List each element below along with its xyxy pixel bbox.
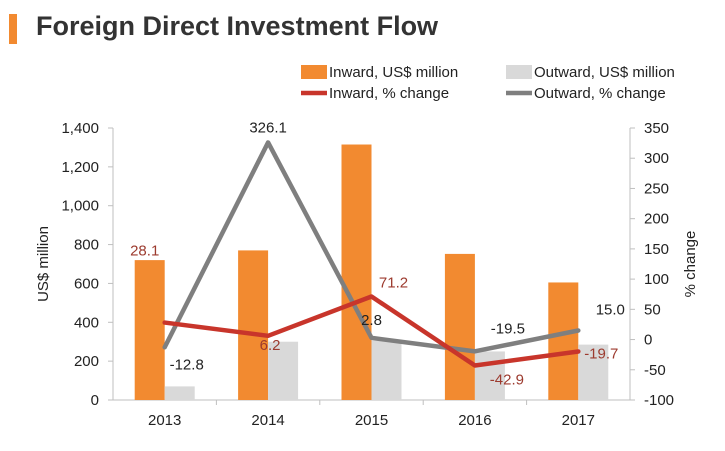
legend-swatch-0 bbox=[301, 65, 327, 79]
label-inward-pct: 28.1 bbox=[130, 243, 159, 260]
y-tick-label: 1,000 bbox=[61, 198, 99, 215]
title-accent-bar bbox=[9, 14, 17, 44]
legend-label-1: Outward, US$ million bbox=[534, 64, 675, 81]
legend-label-3: Outward, % change bbox=[534, 85, 666, 102]
x-tick-label: 2016 bbox=[458, 412, 491, 429]
y2-tick-label: 300 bbox=[644, 150, 669, 167]
bar-inward-2014 bbox=[238, 250, 269, 400]
y-tick-label: 1,200 bbox=[61, 159, 99, 176]
legend: Inward, US$ million Outward, US$ million I… bbox=[301, 64, 675, 102]
y2-tick-label: 150 bbox=[644, 241, 669, 258]
y2-tick-label: -50 bbox=[644, 362, 666, 379]
y-tick-label: 400 bbox=[74, 314, 99, 331]
label-inward-pct: 6.2 bbox=[260, 337, 281, 354]
label-outward-pct: 2.8 bbox=[361, 312, 382, 329]
label-inward-pct: -42.9 bbox=[490, 371, 524, 388]
data-labels: 28.1 6.2 71.2 -42.9 -19.7 -12.8 326.1 2.8 -19.5 1… bbox=[130, 119, 625, 388]
bar-outward-2017 bbox=[578, 344, 609, 400]
line-outward-pct-change bbox=[162, 140, 581, 354]
y-tick-label: 0 bbox=[91, 392, 99, 409]
y2-tick-label: 0 bbox=[644, 332, 652, 349]
label-outward-pct: -19.5 bbox=[491, 320, 525, 337]
bar-outward-2015 bbox=[371, 340, 402, 400]
bar-inward-2013 bbox=[134, 260, 165, 400]
label-outward-pct: 326.1 bbox=[249, 119, 287, 136]
axes: 0 200 400 600 800 1,000 1,200 1,400 -100 -50 0 50 10… bbox=[35, 120, 699, 429]
bars bbox=[134, 144, 609, 400]
line-inward-pct-change bbox=[162, 294, 581, 368]
chart-title: Foreign Direct Investment Flow bbox=[36, 11, 439, 41]
lines bbox=[162, 140, 581, 368]
bar-inward-2017 bbox=[548, 282, 579, 400]
bar-outward-2013 bbox=[164, 386, 195, 400]
y2-tick-label: 200 bbox=[644, 211, 669, 228]
y-axis-title: US$ million bbox=[35, 226, 52, 302]
bar-inward-2016 bbox=[444, 253, 475, 400]
legend-label-0: Inward, US$ million bbox=[329, 64, 458, 81]
x-tick-label: 2013 bbox=[148, 412, 181, 429]
x-tick-label: 2015 bbox=[355, 412, 388, 429]
y2-tick-label: 50 bbox=[644, 301, 661, 318]
y2-tick-label: -100 bbox=[644, 392, 674, 409]
bar-outward-2014 bbox=[268, 341, 299, 400]
legend-label-2: Inward, % change bbox=[329, 85, 449, 102]
y2-tick-label: 250 bbox=[644, 180, 669, 197]
y-tick-label: 800 bbox=[74, 237, 99, 254]
y2-axis-title: % change bbox=[682, 231, 699, 298]
y-tick-label: 200 bbox=[74, 353, 99, 370]
legend-swatch-1 bbox=[506, 65, 532, 79]
y-tick-label: 1,400 bbox=[61, 120, 99, 137]
bar-outward-2016 bbox=[474, 351, 505, 400]
label-outward-pct: -12.8 bbox=[170, 356, 204, 373]
x-tick-label: 2014 bbox=[251, 412, 284, 429]
y-tick-label: 600 bbox=[74, 275, 99, 292]
label-outward-pct: 15.0 bbox=[596, 301, 625, 318]
x-tick-label: 2017 bbox=[562, 412, 595, 429]
y2-tick-label: 350 bbox=[644, 120, 669, 137]
y2-tick-label: 100 bbox=[644, 271, 669, 288]
bar-inward-2015 bbox=[341, 144, 372, 400]
label-inward-pct: -19.7 bbox=[584, 345, 618, 362]
label-inward-pct: 71.2 bbox=[379, 275, 408, 292]
